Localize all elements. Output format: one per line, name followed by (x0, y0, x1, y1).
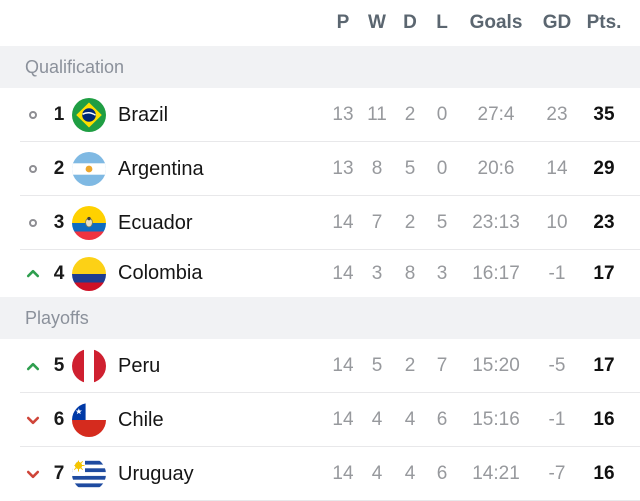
stat-goals: 20:6 (477, 158, 515, 179)
team-name: Ecuador (118, 211, 193, 234)
table-row-peru[interactable]: 5 Peru 14 5 2 7 15:20 -5 17 (0, 339, 640, 393)
col-losses: L (436, 12, 448, 33)
stat-losses: 0 (436, 104, 448, 125)
movement-down-icon (18, 415, 48, 426)
stat-played: 13 (332, 104, 354, 125)
flag-chile-icon (72, 403, 106, 437)
flag-brazil-icon (72, 98, 106, 132)
table-row-brazil[interactable]: 1 Brazil 13 11 2 0 27:4 23 35 (0, 88, 640, 142)
col-wins: W (368, 12, 386, 33)
stat-goal-difference: -1 (548, 409, 566, 430)
stat-points: 17 (593, 262, 615, 284)
stat-played: 14 (332, 212, 354, 233)
stat-goal-difference: 10 (546, 212, 568, 233)
stat-goals: 15:20 (472, 355, 520, 376)
movement-down-icon (18, 469, 48, 480)
flag-argentina-icon (72, 152, 106, 186)
flag-colombia-icon (72, 256, 106, 291)
table-header: P W D L Goals GD Pts. (0, 0, 640, 46)
team-name: Argentina (118, 157, 204, 180)
flag-uruguay-icon (72, 457, 106, 491)
position-number: 1 (53, 104, 65, 125)
table-row-ecuador[interactable]: 3 Ecuador 14 7 2 5 23:13 10 23 (0, 196, 640, 250)
stat-played: 14 (332, 463, 354, 484)
stat-draws: 2 (404, 355, 416, 376)
position-number: 6 (53, 409, 65, 430)
table-row-uruguay[interactable]: 7 Uruguay 14 4 4 6 (0, 447, 640, 501)
stat-losses: 6 (436, 463, 448, 484)
movement-same-icon (18, 219, 48, 227)
stat-goal-difference: -1 (548, 262, 566, 284)
stat-played: 13 (332, 158, 354, 179)
position-number: 2 (53, 158, 65, 179)
stat-wins: 8 (371, 158, 383, 179)
stat-draws: 4 (404, 463, 416, 484)
stat-points: 16 (593, 409, 615, 430)
stat-points: 35 (593, 104, 615, 125)
section-label: Playoffs (25, 307, 89, 328)
stat-draws: 5 (404, 158, 416, 179)
stat-points: 29 (593, 158, 615, 179)
stat-losses: 6 (436, 409, 448, 430)
table-row-argentina[interactable]: 2 Argentina 13 8 5 0 20:6 14 29 (0, 142, 640, 196)
movement-same-icon (18, 165, 48, 173)
col-points: Pts. (586, 12, 622, 33)
stat-draws: 8 (404, 262, 416, 284)
table-row-chile[interactable]: 6 Chile 14 4 4 6 15:16 -1 16 (0, 393, 640, 447)
stat-draws: 2 (404, 104, 416, 125)
stat-goals: 23:13 (472, 212, 520, 233)
stat-losses: 3 (436, 262, 448, 284)
position-number: 3 (53, 212, 65, 233)
stat-losses: 0 (436, 158, 448, 179)
stat-points: 16 (593, 463, 615, 484)
flag-ecuador-icon (72, 206, 106, 240)
stat-wins: 7 (371, 212, 383, 233)
stat-wins: 4 (371, 463, 383, 484)
flag-peru-icon (72, 349, 106, 383)
stat-wins: 3 (371, 262, 383, 284)
stat-points: 17 (593, 355, 615, 376)
col-draws: D (403, 12, 417, 33)
team-name: Colombia (118, 262, 203, 284)
movement-up-icon (18, 268, 48, 279)
col-played: P (336, 12, 350, 33)
team-name: Chile (118, 408, 164, 431)
stat-goal-difference: 23 (546, 104, 568, 125)
stat-draws: 4 (404, 409, 416, 430)
stat-wins: 4 (371, 409, 383, 430)
stat-goal-difference: 14 (546, 158, 568, 179)
stat-wins: 11 (367, 104, 387, 125)
col-goals: Goals (469, 12, 523, 33)
stat-goals: 14:21 (472, 463, 520, 484)
table-row-colombia[interactable]: 4 Colombia 14 3 8 3 16:17 -1 17 (0, 250, 640, 297)
stat-goals: 16:17 (472, 262, 520, 284)
stat-losses: 7 (436, 355, 448, 376)
section-qualification: Qualification (0, 46, 640, 88)
movement-same-icon (18, 111, 48, 119)
stat-goal-difference: -5 (548, 355, 566, 376)
stat-played: 14 (332, 262, 354, 284)
team-name: Peru (118, 354, 161, 377)
stat-goals: 27:4 (477, 104, 515, 125)
team-name: Brazil (118, 103, 169, 126)
stat-losses: 5 (436, 212, 448, 233)
stat-goal-difference: -7 (548, 463, 566, 484)
col-goal-difference: GD (542, 12, 572, 33)
stat-points: 23 (593, 212, 615, 233)
stat-wins: 5 (371, 355, 383, 376)
team-name: Uruguay (118, 462, 194, 485)
stat-played: 14 (332, 409, 354, 430)
position-number: 7 (53, 463, 65, 484)
position-number: 5 (53, 355, 65, 376)
movement-up-icon (18, 361, 48, 372)
position-number: 4 (53, 262, 65, 284)
section-label: Qualification (25, 56, 125, 77)
stat-goals: 15:16 (472, 409, 520, 430)
stat-played: 14 (332, 355, 354, 376)
section-playoffs: Playoffs (0, 297, 640, 339)
stat-draws: 2 (404, 212, 416, 233)
